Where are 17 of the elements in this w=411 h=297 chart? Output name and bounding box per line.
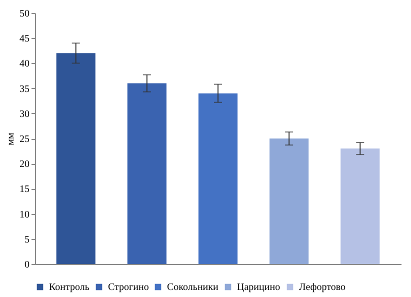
y-tick-label: 25 xyxy=(20,134,30,145)
y-tick-label: 40 xyxy=(20,58,30,70)
legend-label: Сокольники xyxy=(167,282,219,293)
y-tick-label: 15 xyxy=(20,184,30,196)
y-tick-label: 35 xyxy=(20,84,30,95)
y-tick-label: 0 xyxy=(24,260,30,270)
legend-label: Контроль xyxy=(49,282,90,293)
y-tick-label: 30 xyxy=(20,108,30,120)
legend-label: Строгино xyxy=(108,282,149,293)
y-tick-label: 45 xyxy=(20,34,30,45)
legend-label: Лефортово xyxy=(299,282,346,293)
legend-label: Царицино xyxy=(237,282,280,293)
y-tick-label: 50 xyxy=(20,8,30,20)
y-tick-label: 20 xyxy=(20,159,30,170)
y-tick-label: 5 xyxy=(24,234,30,246)
y-tick-label: 10 xyxy=(20,209,30,220)
y-axis-title: мм xyxy=(6,132,16,146)
